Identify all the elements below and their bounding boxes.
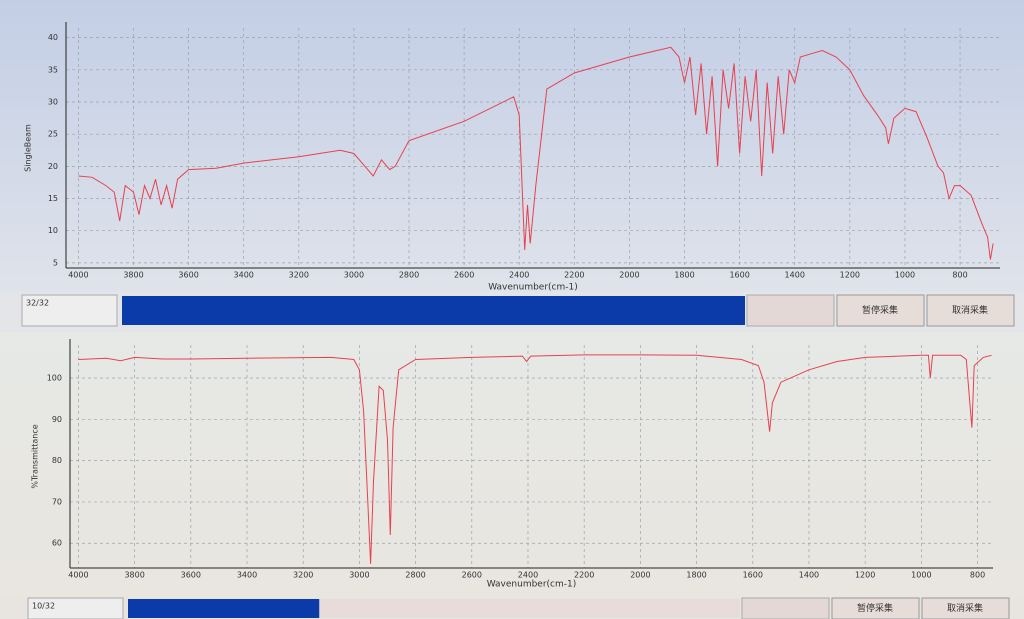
- button-label[interactable]: 取消采集: [952, 304, 988, 316]
- button[interactable]: [831, 597, 920, 619]
- y-tick-label: 90: [52, 415, 62, 424]
- button-disabled[interactable]: [746, 294, 835, 327]
- x-tick-label: 2200: [564, 271, 584, 280]
- x-tick-label: 3000: [344, 271, 364, 280]
- y-tick-label: 30: [48, 97, 58, 106]
- button-label[interactable]: 暂停采集: [862, 304, 898, 316]
- x-tick-label: 3000: [349, 571, 369, 580]
- progress-bar: [122, 296, 745, 325]
- x-tick-label: 2400: [518, 571, 538, 580]
- x-axis-label: Wavenumber(cm-1): [488, 283, 578, 293]
- x-tick-label: 2400: [509, 271, 529, 280]
- x-tick-label: 1400: [785, 271, 805, 280]
- x-tick-label: 1000: [911, 571, 931, 580]
- x-tick-label: 1800: [674, 271, 694, 280]
- x-tick-label: 1600: [729, 271, 749, 280]
- x-tick-label: 1200: [840, 271, 860, 280]
- button-label[interactable]: 暂停采集: [857, 602, 893, 614]
- y-tick-label: 15: [48, 194, 58, 203]
- x-tick-label: 2600: [462, 571, 482, 580]
- x-tick-label: 3400: [237, 571, 257, 580]
- y-tick-label: 40: [48, 33, 58, 42]
- x-tick-label: 3800: [124, 571, 144, 580]
- x-tick-label: 2000: [630, 571, 650, 580]
- progress-text: 32/32: [26, 299, 49, 308]
- x-tick-label: 1400: [799, 571, 819, 580]
- y-tick-label: 70: [52, 497, 62, 506]
- y-tick-label: 80: [52, 456, 62, 465]
- button-disabled[interactable]: [741, 597, 830, 619]
- y-axis-label: SingleBeam: [24, 124, 33, 172]
- x-tick-label: 2800: [405, 571, 425, 580]
- y-tick-label: 25: [48, 130, 58, 139]
- top-panel: [0, 0, 1024, 292]
- x-axis-label: Wavenumber(cm-1): [487, 580, 577, 590]
- x-tick-label: 3200: [289, 271, 309, 280]
- x-tick-label: 3800: [123, 271, 143, 280]
- y-tick-label: 60: [52, 539, 62, 548]
- spectrum-line: [78, 354, 992, 564]
- button-label[interactable]: 取消采集: [947, 602, 983, 614]
- button[interactable]: [921, 597, 1010, 619]
- y-tick-label: 100: [47, 374, 62, 383]
- x-tick-label: 2600: [454, 271, 474, 280]
- progress-text: 10/32: [32, 602, 55, 611]
- x-tick-label: 3400: [234, 271, 254, 280]
- y-tick-label: 35: [48, 65, 58, 74]
- x-tick-label: 2200: [574, 571, 594, 580]
- x-tick-label: 3200: [293, 571, 313, 580]
- x-tick-label: 3600: [178, 271, 198, 280]
- progress-text-box: [27, 597, 124, 619]
- x-tick-label: 2000: [619, 271, 639, 280]
- spectrum-line: [78, 46, 994, 260]
- bottom-panel: [0, 332, 1024, 597]
- x-tick-label: 4000: [68, 271, 88, 280]
- x-tick-label: 4000: [68, 571, 88, 580]
- x-tick-label: 2800: [399, 271, 419, 280]
- x-tick-label: 800: [952, 271, 967, 280]
- x-tick-label: 1800: [686, 571, 706, 580]
- progress-text-box: [21, 294, 118, 327]
- button[interactable]: [836, 294, 925, 327]
- x-tick-label: 800: [970, 571, 985, 580]
- button[interactable]: [926, 294, 1015, 327]
- x-tick-label: 1200: [855, 571, 875, 580]
- y-tick-label: 10: [48, 226, 58, 235]
- y-tick-label: 5: [53, 258, 58, 267]
- y-axis-label: %Transmittance: [31, 424, 40, 488]
- x-tick-label: 1000: [895, 271, 915, 280]
- progress-bar: [128, 599, 320, 618]
- y-tick-label: 20: [48, 162, 58, 171]
- x-tick-label: 3600: [181, 571, 201, 580]
- x-tick-label: 1600: [743, 571, 763, 580]
